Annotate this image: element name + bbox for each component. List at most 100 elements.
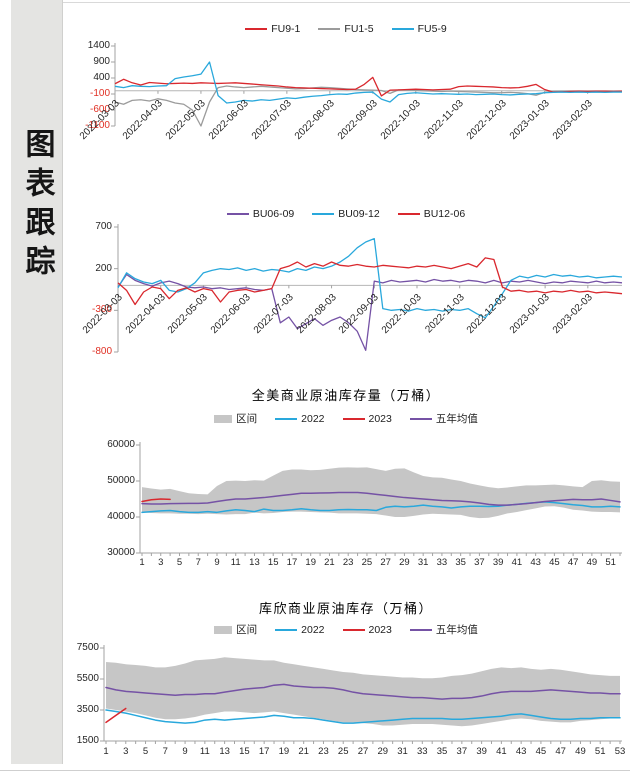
x-tick-label: 19 — [305, 557, 316, 568]
x-tick-label: 11 — [199, 746, 210, 757]
y-tick-label: 1400 — [87, 40, 110, 51]
legend-label: 2022 — [301, 412, 325, 425]
series-line-FU9-1 — [114, 76, 623, 97]
legend-swatch-区间 — [214, 414, 233, 423]
x-tick-label: 33 — [436, 557, 448, 568]
y-tick-label: -100 — [89, 88, 110, 99]
x-tick-label: 51 — [594, 746, 606, 757]
legend-swatch-FU5-9 — [391, 27, 414, 30]
legend-swatch-BU12-06 — [397, 212, 420, 215]
series-line-五年均值 — [105, 683, 621, 700]
y-tick-label: -600 — [89, 104, 110, 115]
legend-swatch-2023 — [342, 628, 365, 631]
range-band-cushing-crude-inventory — [106, 657, 620, 727]
x-tick-label: 37 — [474, 557, 485, 568]
series-line-FU1-5 — [114, 85, 623, 127]
x-tick-label: 19 — [278, 746, 290, 757]
x-tick-label: 45 — [549, 557, 560, 568]
legend-label: FU5-9 — [417, 22, 447, 35]
x-tick-label: 25 — [361, 557, 373, 568]
x-tick-label: 35 — [436, 746, 448, 757]
legend-label: 2022 — [301, 623, 325, 636]
x-tick-label: 31 — [417, 557, 429, 568]
cushing-legend: 区间 2022 2023 五年均值 — [70, 623, 622, 636]
x-tick-label: 9 — [182, 746, 188, 757]
us-crude-chart-title: 全美商业原油库存量（万桶） — [251, 389, 441, 404]
y-tick-label: 400 — [93, 72, 110, 83]
x-tick-label: 13 — [249, 557, 260, 568]
legend-swatch-2022 — [275, 628, 298, 631]
legend-item-FU9-1: FU9-1 — [245, 23, 300, 35]
fu-spreads-legend: FU9-1 FU1-5 FU5-9 — [70, 22, 622, 35]
cushing-chart-title: 库欣商业原油库存（万桶） — [258, 602, 433, 617]
y-tick-label: 60000 — [107, 439, 135, 450]
x-tick-label: 35 — [455, 557, 466, 568]
x-tick-label: 13 — [219, 746, 230, 757]
series-line-BU09-12 — [117, 238, 623, 319]
bottom-divider — [0, 770, 630, 771]
x-tick-label: 17 — [286, 557, 298, 568]
legend-item-五年均值: 五年均值 — [409, 622, 478, 637]
sidebar: 图表跟踪 — [11, 0, 63, 764]
legend-item-BU12-06: BU12-06 — [397, 208, 465, 220]
x-tick-label: 9 — [214, 557, 220, 568]
x-tick-label: 23 — [342, 557, 354, 568]
x-tick-label: 7 — [162, 746, 168, 757]
y-tick-label: -300 — [91, 304, 112, 316]
legend-item-区间: 区间 — [214, 411, 257, 426]
x-tick-label: 23 — [318, 746, 329, 757]
y-tick-label: 900 — [93, 56, 110, 67]
x-tick-label: 27 — [380, 557, 391, 568]
legend-swatch-五年均值 — [409, 417, 432, 420]
x-tick-label: 21 — [324, 557, 335, 568]
y-tick-label: 30000 — [107, 547, 135, 558]
x-tick-label: 47 — [555, 746, 566, 757]
y-tick-label: 3500 — [76, 704, 99, 715]
legend-item-区间: 区间 — [214, 622, 257, 637]
legend-label: 区间 — [236, 413, 258, 425]
legend-swatch-2023 — [342, 417, 365, 420]
y-tick-label: 7500 — [76, 642, 99, 653]
y-tick-label: 1500 — [76, 735, 99, 746]
x-tick-label: 1 — [139, 557, 145, 568]
legend-label: FU1-5 — [344, 22, 374, 35]
legend-item-BU09-12: BU09-12 — [312, 208, 380, 220]
x-tick-label: 43 — [530, 557, 541, 568]
legend-item-FU1-5: FU1-5 — [318, 22, 374, 35]
legend-swatch-BU09-12 — [312, 212, 335, 215]
y-tick-label: 5500 — [76, 673, 99, 684]
x-tick-label: 7 — [195, 557, 201, 568]
top-divider — [62, 2, 630, 3]
series-line-2022 — [105, 709, 621, 724]
legend-item-2022: 2022 — [275, 623, 325, 636]
legend-swatch-BU06-09 — [226, 212, 249, 215]
legend-swatch-2022 — [275, 417, 298, 420]
x-tick-label: 33 — [417, 746, 428, 757]
legend-item-FU5-9: FU5-9 — [391, 22, 447, 35]
x-tick-label: 53 — [614, 746, 626, 757]
x-tick-label: 11 — [230, 557, 241, 568]
legend-item-BU06-09: BU06-09 — [226, 208, 294, 220]
y-tick-label: -1100 — [85, 120, 110, 131]
y-tick-label: -800 — [91, 346, 112, 357]
x-tick-label: 15 — [239, 746, 250, 757]
legend-label: 2023 — [368, 412, 392, 425]
x-tick-label: 41 — [511, 557, 523, 568]
series-line-FU5-9 — [114, 61, 622, 104]
sidebar-title: 图表跟踪 — [19, 128, 55, 284]
legend-swatch-五年均值 — [409, 628, 432, 631]
legend-item-2022: 2022 — [275, 412, 325, 425]
legend-swatch-FU1-5 — [318, 27, 341, 30]
x-tick-label: 31 — [397, 746, 408, 757]
x-tick-label: 21 — [298, 746, 309, 757]
x-tick-label: 39 — [476, 746, 487, 757]
us-crude-legend: 区间 2022 2023 五年均值 — [70, 412, 622, 425]
series-line-五年均值 — [141, 491, 621, 506]
x-tick-label: 29 — [399, 557, 410, 568]
legend-label: 2023 — [368, 623, 392, 636]
legend-item-2023: 2023 — [342, 623, 392, 636]
x-tick-label: 3 — [123, 746, 129, 757]
